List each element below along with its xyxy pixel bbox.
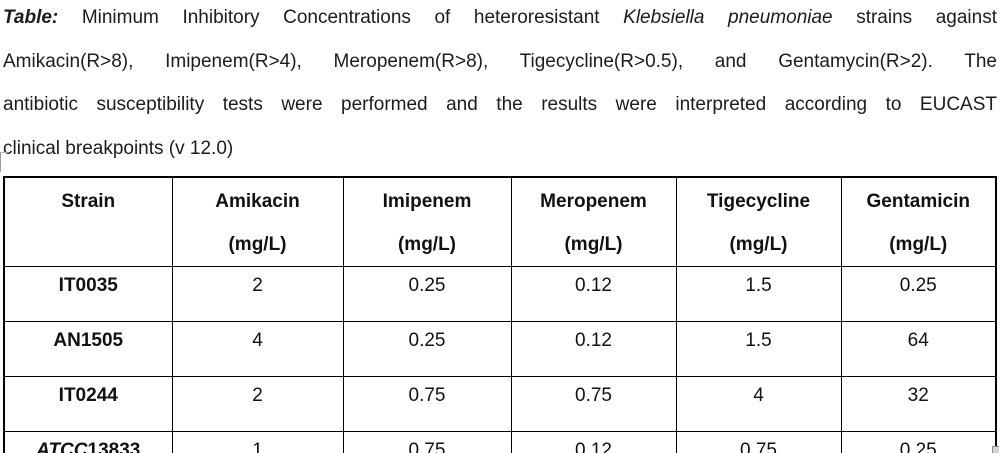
value-cell: 4 xyxy=(171,321,344,377)
column-unit: (mg/L) xyxy=(729,234,788,255)
caption-text-b: strains against xyxy=(832,7,997,28)
value-cell: 1.5 xyxy=(675,266,842,322)
caption-line-1: Table: Minimum Inhibitory Concentrations… xyxy=(3,0,997,40)
table-resize-handle[interactable] xyxy=(992,446,999,453)
value-cell: 0.25 xyxy=(342,266,512,322)
column-name: Amikacin xyxy=(215,191,300,212)
strain-number: 13833 xyxy=(87,440,141,453)
column-header-meropenem: Meropenem (mg/L) xyxy=(510,176,677,267)
caption-line-4: clinical breakpoints (v 12.0) xyxy=(3,137,234,159)
table-row: IT0244 2 0.75 0.75 4 32 xyxy=(3,376,997,432)
column-unit: (mg/L) xyxy=(228,234,287,255)
value-cell: 1.5 xyxy=(675,321,842,377)
column-name: Tigecycline xyxy=(706,191,811,212)
column-name: Gentamicin xyxy=(866,191,970,212)
strain-cell: IT0244 xyxy=(3,376,173,432)
value-cell: 0.75 xyxy=(510,376,677,432)
mic-table: Strain Amikacin (mg/L) Imipenem (mg/L) Mer… xyxy=(3,176,997,453)
strain-cell: AN1505 xyxy=(3,321,173,377)
strain-cell: IT0035 xyxy=(3,266,173,322)
value-cell: 0.12 xyxy=(510,266,677,322)
column-unit: (mg/L) xyxy=(397,234,457,255)
column-name: Imipenem xyxy=(382,191,472,212)
value-cell: 1 xyxy=(171,431,344,453)
value-cell: 32 xyxy=(840,376,997,432)
column-header-amikacin: Amikacin (mg/L) xyxy=(171,176,344,267)
value-cell: 0.25 xyxy=(342,321,512,377)
value-cell: 0.12 xyxy=(510,431,677,453)
value-cell: 2 xyxy=(171,376,344,432)
table-caption: Table: Minimum Inhibitory Concentrations… xyxy=(3,0,997,170)
header-row: Strain Amikacin (mg/L) Imipenem (mg/L) Mer… xyxy=(3,176,997,267)
caption-species-name: Klebsiella pneumoniae xyxy=(623,7,833,28)
caption-text-a: Minimum Inhibitory Concentrations of het… xyxy=(58,7,624,28)
column-header-gentamicin: Gentamicin (mg/L) xyxy=(840,176,997,267)
value-cell: 0.25 xyxy=(840,431,997,453)
column-unit: (mg/L) xyxy=(889,234,948,255)
value-cell: 0.75 xyxy=(342,376,512,432)
value-cell: 2 xyxy=(171,266,344,322)
table-row: AN1505 4 0.25 0.12 1.5 64 xyxy=(3,321,997,377)
value-cell: 0.75 xyxy=(342,431,512,453)
column-name: Strain xyxy=(61,191,116,212)
strain-cell: ATCC13833 xyxy=(3,431,173,453)
text-cursor-artifact xyxy=(0,152,7,172)
column-header-strain: Strain xyxy=(3,176,173,267)
value-cell: 0.75 xyxy=(675,431,842,453)
value-cell: 0.12 xyxy=(510,321,677,377)
column-header-imipenem: Imipenem (mg/L) xyxy=(342,176,512,267)
value-cell: 0.25 xyxy=(840,266,997,322)
table-row: IT0035 2 0.25 0.12 1.5 0.25 xyxy=(3,266,997,322)
strain-prefix: ATCC xyxy=(36,440,88,453)
value-cell: 64 xyxy=(840,321,997,377)
column-name: Meropenem xyxy=(540,191,647,212)
caption-table-label: Table: xyxy=(3,7,59,28)
caption-line-3: antibiotic susceptibility tests were per… xyxy=(3,94,997,115)
caption-line-2: Amikacin(R>8), Imipenem(R>4), Meropenem(… xyxy=(3,50,997,72)
value-cell: 4 xyxy=(675,376,842,432)
table-row: ATCC13833 1 0.75 0.12 0.75 0.25 xyxy=(3,431,997,453)
column-header-tigecycline: Tigecycline (mg/L) xyxy=(675,176,842,267)
column-unit: (mg/L) xyxy=(564,234,623,255)
